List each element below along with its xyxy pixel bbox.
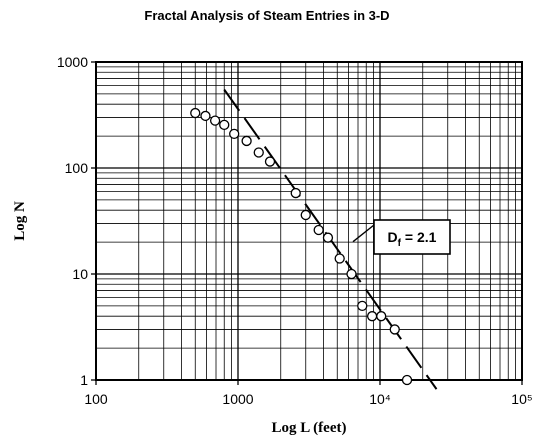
x-tick-label: 100 xyxy=(84,391,108,407)
data-point xyxy=(264,156,276,167)
y-tick-label: 1000 xyxy=(57,54,88,70)
plot-frame xyxy=(95,61,523,381)
data-point xyxy=(389,324,400,335)
data-point xyxy=(219,119,230,131)
y-axis-label: Log N xyxy=(12,201,28,241)
y-tick-label: 1 xyxy=(80,372,88,388)
data-point xyxy=(300,209,311,221)
annotation-pointer xyxy=(352,224,375,243)
y-tick-label: 100 xyxy=(65,160,89,176)
axis-ticks: 100 1000 10⁴ 10⁵ 1 10 100 1000 xyxy=(57,54,533,407)
x-axis-label: Log L (feet) xyxy=(272,420,347,436)
data-points xyxy=(190,107,413,386)
annotation-group: Df = 2.1 xyxy=(352,219,451,255)
data-point xyxy=(313,224,324,236)
x-tick-label: 10⁵ xyxy=(511,391,532,407)
data-point xyxy=(322,232,334,243)
data-point xyxy=(401,374,413,386)
data-point xyxy=(200,110,211,122)
chart-title: Fractal Analysis of Steam Entries in 3-D xyxy=(144,8,390,23)
x-tick-label: 10⁴ xyxy=(369,391,391,407)
data-point xyxy=(376,311,387,322)
data-point xyxy=(241,135,252,147)
data-point xyxy=(334,253,345,264)
y-tick-label: 10 xyxy=(72,266,88,282)
data-point xyxy=(209,115,221,126)
data-point xyxy=(229,128,240,139)
grid xyxy=(95,62,522,381)
x-tick-label: 1000 xyxy=(222,391,253,407)
annotation-text: Df = 2.1 xyxy=(388,229,437,249)
data-point xyxy=(253,147,264,158)
annotation-box xyxy=(373,219,451,255)
data-point xyxy=(190,107,201,119)
data-point xyxy=(366,311,378,322)
data-point xyxy=(290,187,301,199)
data-point xyxy=(357,300,368,312)
data-point xyxy=(346,268,357,280)
